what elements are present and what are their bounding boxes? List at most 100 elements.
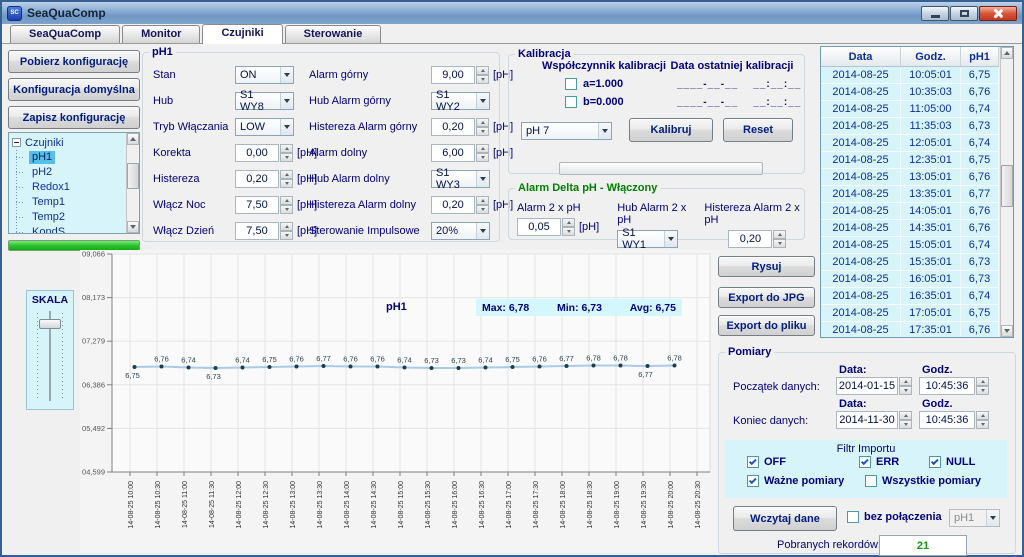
table-row[interactable]: 2014-08-25 10:05:01 6,75 <box>821 67 999 84</box>
stan-select[interactable]: ON <box>235 66 294 84</box>
spin-up-button[interactable] <box>773 230 787 239</box>
spin-up-button[interactable] <box>280 144 293 153</box>
scroll-up-icon[interactable] <box>1001 47 1013 59</box>
table-scroll-thumb[interactable] <box>1001 165 1013 207</box>
table-row[interactable]: 2014-08-25 13:35:01 6,77 <box>821 186 999 203</box>
maximize-button[interactable] <box>950 5 978 21</box>
table-scrollbar[interactable] <box>1000 47 1013 337</box>
data-point[interactable] <box>645 364 650 369</box>
err-checkbox[interactable] <box>859 456 871 468</box>
kalibruj-button[interactable]: Kalibruj <box>629 118 713 142</box>
tab-monitor[interactable]: Monitor <box>122 25 201 43</box>
data-point[interactable] <box>618 363 623 368</box>
offline-checkbox[interactable] <box>847 511 859 523</box>
close-button[interactable] <box>979 5 1017 21</box>
table-row[interactable]: 2014-08-25 15:35:01 6,73 <box>821 254 999 271</box>
spin-down-button[interactable] <box>899 386 912 395</box>
spin-down-button[interactable] <box>476 205 489 214</box>
spin-down-button[interactable] <box>476 75 489 84</box>
hub-alarm-dolny-select[interactable]: S1 WY3 <box>431 167 490 191</box>
column-header-ph1[interactable]: pH1 <box>961 47 999 66</box>
data-point[interactable] <box>564 364 569 369</box>
spin-up-button[interactable] <box>476 118 489 127</box>
data-point[interactable] <box>375 364 380 369</box>
rysuj-button[interactable]: Rysuj <box>718 256 815 277</box>
wszystkie-pomiary-checkbox[interactable] <box>865 475 877 487</box>
table-row[interactable]: 2014-08-25 14:05:01 6,76 <box>821 203 999 220</box>
scroll-up-icon[interactable] <box>127 133 139 145</box>
tab-czujniki[interactable]: Czujniki <box>202 24 283 44</box>
data-point[interactable] <box>213 366 218 371</box>
collapse-icon[interactable] <box>12 138 21 147</box>
data-point[interactable] <box>321 364 326 369</box>
spin-down-button[interactable] <box>476 153 489 162</box>
spin-up-button[interactable] <box>476 196 489 205</box>
buffer-select[interactable]: pH 7 <box>521 122 612 140</box>
coef-b-checkbox[interactable] <box>565 96 577 108</box>
spin-down-button[interactable] <box>976 420 989 429</box>
table-row[interactable]: 2014-08-25 16:35:01 6,74 <box>821 288 999 305</box>
data-point[interactable] <box>186 365 191 370</box>
export-do-jpg-button[interactable]: Export do JPG <box>718 287 815 308</box>
tree-root-czujniki[interactable]: Czujniki <box>12 135 125 150</box>
spin-down-button[interactable] <box>280 179 293 188</box>
spin-up-button[interactable] <box>899 411 912 420</box>
data-point[interactable] <box>510 365 515 370</box>
spin-down-button[interactable] <box>562 227 575 236</box>
tree-item-redox1[interactable]: Redox1 <box>16 180 125 195</box>
load-data-button[interactable]: Wczytaj dane <box>733 506 837 531</box>
minimize-button[interactable] <box>921 5 949 21</box>
data-point[interactable] <box>402 365 407 370</box>
scale-slider-handle[interactable] <box>39 319 61 329</box>
table-row[interactable]: 2014-08-25 10:35:03 6,76 <box>821 84 999 101</box>
data-point[interactable] <box>429 366 434 371</box>
tree-scrollbar[interactable] <box>126 133 139 233</box>
spin-up-button[interactable] <box>280 196 293 205</box>
spin-down-button[interactable] <box>773 239 787 248</box>
konfiguracja-domyslna-button[interactable]: Konfiguracja domyślna <box>8 78 140 101</box>
column-header-data[interactable]: Data <box>821 47 901 66</box>
spin-up-button[interactable] <box>976 377 989 386</box>
scroll-down-icon[interactable] <box>127 221 139 233</box>
data-point[interactable] <box>672 363 677 368</box>
tab-seaquacomp[interactable]: SeaQuaComp <box>10 25 121 43</box>
pobierz-konfiguracje-button[interactable]: Pobierz konfigurację <box>8 50 140 73</box>
table-row[interactable]: 2014-08-25 11:35:03 6,73 <box>821 118 999 135</box>
data-point[interactable] <box>483 365 488 370</box>
tree-item-konds[interactable]: KondS <box>16 225 125 233</box>
off-checkbox[interactable] <box>747 456 759 468</box>
data-point[interactable] <box>348 364 353 369</box>
tree-item-ph2[interactable]: pH2 <box>16 165 125 180</box>
table-row[interactable]: 2014-08-25 12:35:01 6,75 <box>821 152 999 169</box>
null-checkbox[interactable] <box>929 456 941 468</box>
data-point[interactable] <box>240 365 245 370</box>
tree-item-ph1[interactable]: pH1 <box>16 150 125 165</box>
coef-a-checkbox[interactable] <box>565 78 577 90</box>
data-point[interactable] <box>456 366 461 371</box>
spin-down-button[interactable] <box>976 386 989 395</box>
table-row[interactable]: 2014-08-25 15:05:01 6,74 <box>821 237 999 254</box>
table-row[interactable]: 2014-08-25 13:05:01 6,76 <box>821 169 999 186</box>
tree-item-temp1[interactable]: Temp1 <box>16 195 125 210</box>
table-row[interactable]: 2014-08-25 17:05:01 6,75 <box>821 305 999 322</box>
spin-down-button[interactable] <box>899 420 912 429</box>
spin-up-button[interactable] <box>476 144 489 153</box>
table-row[interactable]: 2014-08-25 11:05:00 6,74 <box>821 101 999 118</box>
tree-scroll-thumb[interactable] <box>127 163 139 189</box>
data-point[interactable] <box>294 364 299 369</box>
spin-down-button[interactable] <box>280 153 293 162</box>
hub-alarm-gorny-select[interactable]: S1 WY2 <box>431 89 490 113</box>
column-header-godz[interactable]: Godz. <box>901 47 961 66</box>
export-do-pliku-button[interactable]: Export do pliku <box>718 315 815 336</box>
tryb-wlaczania-select[interactable]: LOW <box>235 118 294 136</box>
data-point[interactable] <box>267 365 272 370</box>
scroll-down-icon[interactable] <box>1001 325 1013 337</box>
reset-button[interactable]: Reset <box>723 118 793 142</box>
spin-down-button[interactable] <box>280 205 293 214</box>
zapisz-konfiguracje-button[interactable]: Zapisz konfigurację <box>8 106 140 129</box>
tree-item-temp2[interactable]: Temp2 <box>16 210 125 225</box>
data-point[interactable] <box>132 365 137 370</box>
spin-up-button[interactable] <box>562 218 575 227</box>
data-point[interactable] <box>537 364 542 369</box>
spin-down-button[interactable] <box>280 231 293 240</box>
